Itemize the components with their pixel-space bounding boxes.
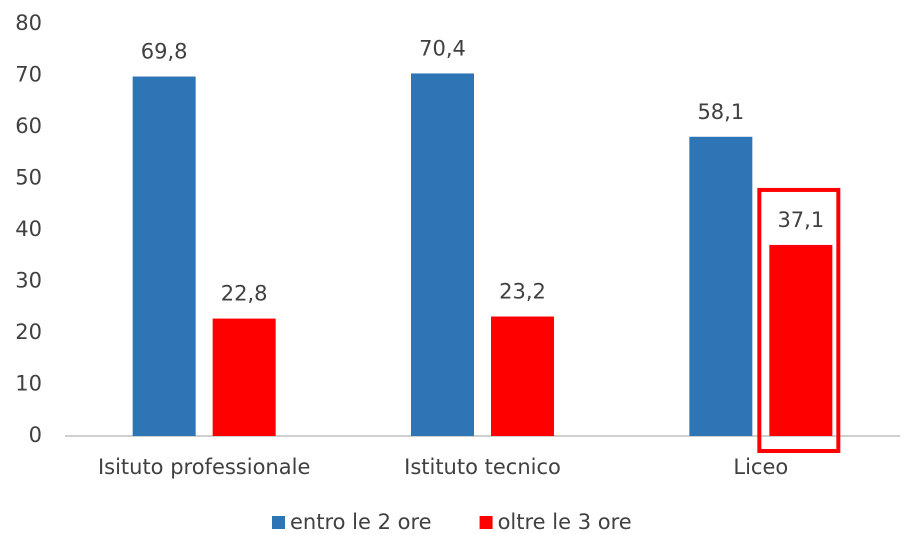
legend-swatch — [479, 516, 493, 529]
y-tick-label: 0 — [29, 423, 42, 447]
y-tick-label: 10 — [15, 372, 42, 396]
bar — [132, 76, 196, 436]
y-tick-label: 50 — [15, 166, 42, 190]
bar — [411, 73, 474, 436]
y-tick-label: 60 — [15, 114, 42, 138]
bar — [212, 318, 276, 436]
y-tick-label: 30 — [15, 269, 42, 293]
bar — [491, 316, 554, 436]
x-tick-label: Isituto professionale — [98, 455, 310, 479]
y-tick-label: 40 — [15, 217, 42, 241]
legend-swatch — [272, 516, 285, 529]
data-label: 23,2 — [499, 280, 546, 304]
y-tick-label: 80 — [15, 11, 42, 35]
data-label: 69,8 — [141, 40, 188, 64]
data-label: 70,4 — [419, 36, 466, 60]
bar — [769, 244, 833, 436]
legend-label: entro le 2 ore — [290, 510, 432, 534]
x-tick-label: Liceo — [733, 455, 788, 479]
highlight-box — [757, 187, 841, 453]
data-label: 22,8 — [221, 282, 268, 306]
y-tick-label: 70 — [15, 63, 42, 87]
x-tick-label: Istituto tecnico — [404, 455, 561, 479]
data-label: 37,1 — [777, 208, 824, 232]
data-label: 58,1 — [697, 100, 744, 124]
bar — [689, 136, 753, 436]
legend-label: oltre le 3 ore — [498, 510, 632, 534]
y-tick-label: 20 — [15, 320, 42, 344]
